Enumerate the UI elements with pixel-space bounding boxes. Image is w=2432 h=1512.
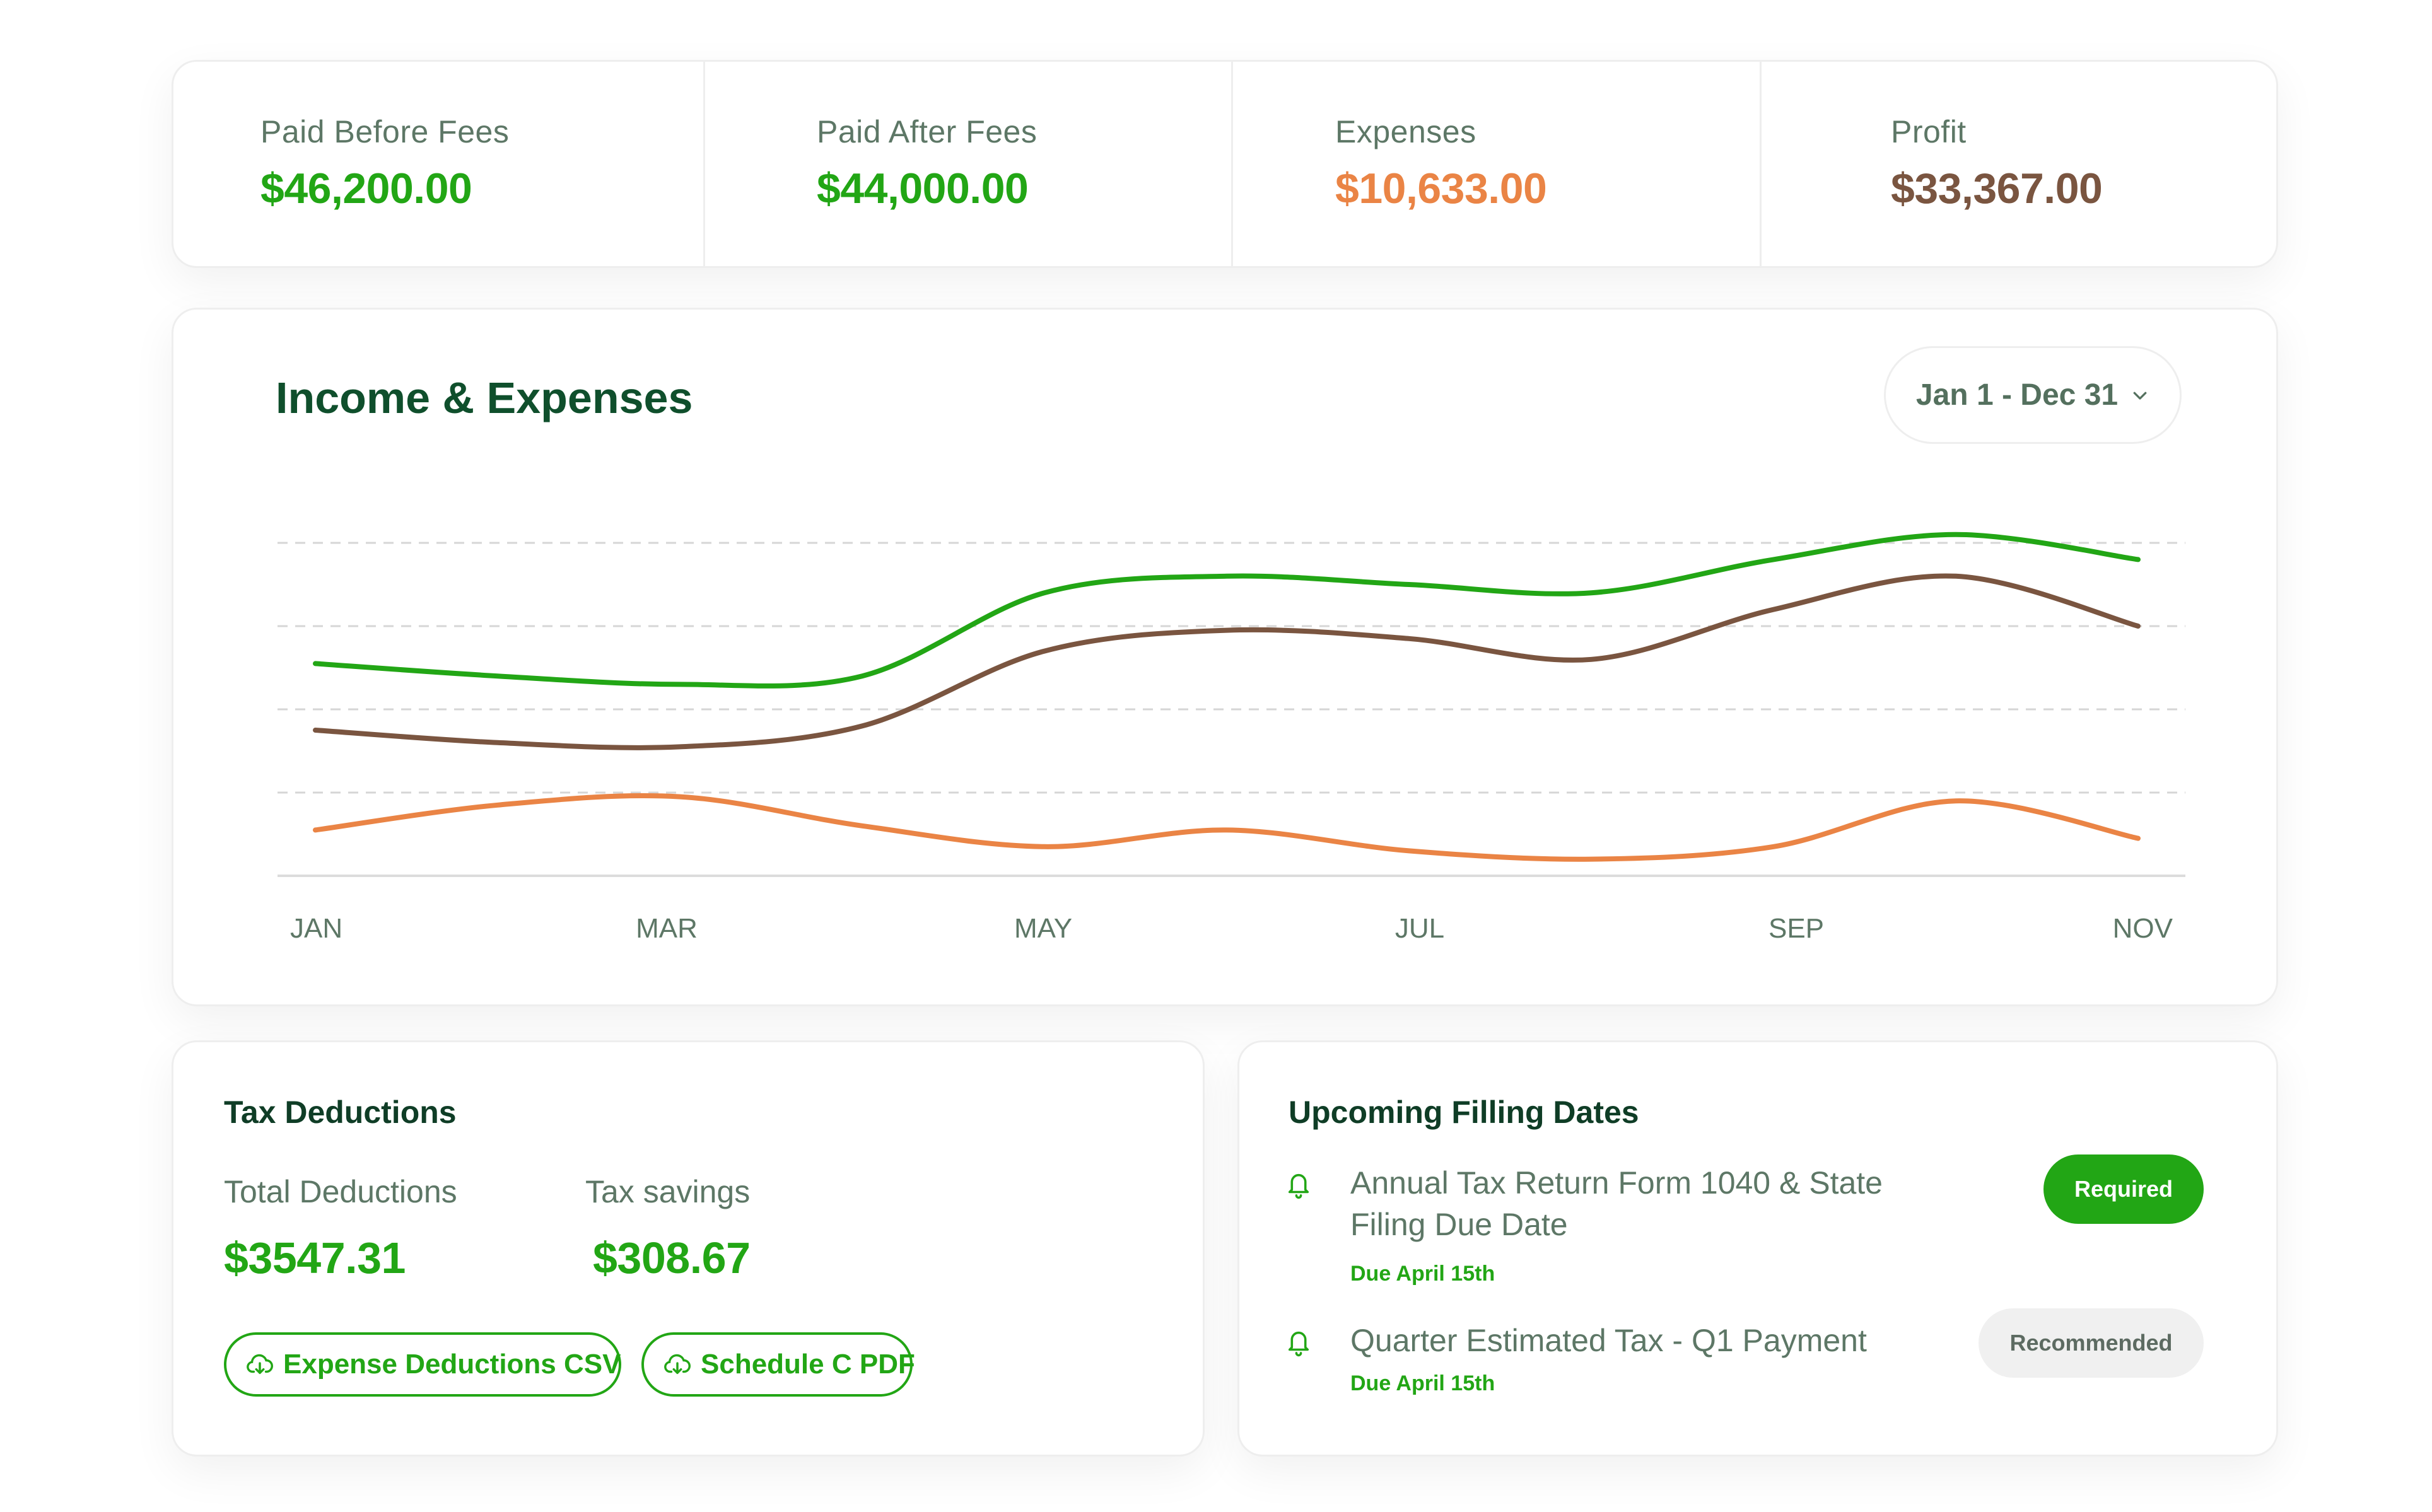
x-tick-label: NOV: [2113, 913, 2173, 944]
kpi-label: Paid After Fees: [817, 114, 1038, 149]
filing-item-title: Annual Tax Return Form 1040 & State Fili…: [1350, 1165, 1883, 1242]
cloud-download-icon: [247, 1354, 273, 1375]
income-expenses-chart: JAN MAR MAY JUL SEP NOV: [278, 532, 2185, 944]
date-range-label: Jan 1 - Dec 31: [1915, 378, 2119, 412]
total-deductions-value: $3547.31: [224, 1233, 406, 1282]
kpi-value: $46,200.00: [260, 165, 472, 212]
button-label: Expense Deductions CSV: [283, 1349, 621, 1380]
kpi-divider: [1760, 62, 1762, 266]
cloud-download-icon: [664, 1354, 691, 1375]
filing-item-due: Due April 15th: [1350, 1262, 1495, 1286]
tax-deductions-title: Tax Deductions: [224, 1095, 457, 1130]
summary-card: Paid Before Fees $46,200.00 Paid After F…: [172, 60, 2278, 268]
kpi-value: $33,367.00: [1891, 165, 2103, 212]
kpi-divider: [1231, 62, 1233, 266]
tax-savings-label: Tax savings: [585, 1174, 751, 1209]
x-tick-label: JUL: [1395, 913, 1444, 944]
recommended-badge: Recommended: [1979, 1308, 2204, 1378]
tax-savings-value: $308.67: [593, 1233, 751, 1282]
bell-icon: [1288, 1332, 1309, 1357]
date-range-dropdown[interactable]: Jan 1 - Dec 31: [1884, 346, 2182, 444]
kpi-value: $10,633.00: [1335, 165, 1547, 212]
kpi-label: Profit: [1891, 114, 1967, 149]
expense-deductions-csv-button[interactable]: Expense Deductions CSV: [224, 1332, 621, 1397]
kpi-value: $44,000.00: [817, 165, 1029, 212]
kpi-label: Expenses: [1335, 114, 1476, 149]
x-tick-label: MAR: [636, 913, 698, 944]
filing-dates-title: Upcoming Filling Dates: [1289, 1095, 1639, 1130]
kpi-paid-after-fees: Paid After Fees $44,000.00: [705, 62, 1231, 266]
filing-item-title: Quarter Estimated Tax - Q1 Payment: [1350, 1323, 1867, 1358]
chart-title: Income & Expenses: [276, 373, 693, 422]
bell-icon: [1288, 1174, 1309, 1199]
kpi-label: Paid Before Fees: [260, 114, 510, 149]
required-badge: Required: [2043, 1154, 2204, 1224]
upcoming-filing-dates-card: Upcoming Filling Dates Annual Tax Return…: [1237, 1040, 2278, 1457]
kpi-profit: Profit $33,367.00: [1762, 62, 2276, 266]
schedule-c-pdf-button[interactable]: Schedule C PDF: [641, 1332, 915, 1397]
x-tick-label: SEP: [1768, 913, 1824, 944]
x-tick-label: JAN: [290, 913, 342, 944]
chevron-down-icon: [2133, 392, 2147, 400]
button-label: Schedule C PDF: [701, 1349, 915, 1380]
kpi-expenses: Expenses $10,633.00: [1233, 62, 1760, 266]
total-deductions-label: Total Deductions: [224, 1174, 457, 1209]
kpi-paid-before-fees: Paid Before Fees $46,200.00: [173, 62, 703, 266]
x-tick-label: MAY: [1014, 913, 1072, 944]
kpi-divider: [703, 62, 705, 266]
series-line-profit: [313, 573, 2141, 750]
income-expenses-card: JAN MAR MAY JUL SEP NOV Income & Expenses Jan…: [172, 308, 2278, 1006]
series-line-expenses: [313, 793, 2141, 862]
tax-deductions-card: Tax Deductions Total Deductions $3547.31…: [172, 1040, 1205, 1457]
filing-item-due: Due April 15th: [1350, 1371, 1495, 1395]
series-line-income: [313, 532, 2141, 689]
